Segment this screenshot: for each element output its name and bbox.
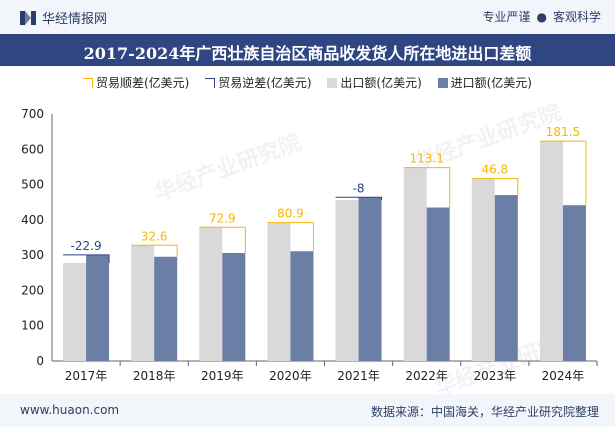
brand-name: 华经情报网	[42, 12, 108, 27]
huajing-logo-icon	[20, 11, 36, 25]
x-tick-label: 2023年	[474, 369, 517, 383]
slogan-left: 专业严谨	[482, 10, 531, 24]
balance-label: 80.9	[277, 207, 304, 221]
export-bar	[199, 227, 223, 361]
y-tick-label: 600	[21, 142, 44, 156]
site-url[interactable]: www.huaon.com	[20, 403, 120, 417]
legend-swatch-import	[437, 77, 448, 88]
legend-item-surplus[interactable]: 贸易顺差(亿美元)	[83, 74, 189, 91]
balance-label: 46.8	[481, 163, 508, 177]
import-bar	[358, 197, 382, 361]
surplus-marker	[403, 167, 451, 208]
legend-item-deficit[interactable]: 贸易逆差(亿美元)	[205, 74, 312, 91]
surplus-marker	[471, 178, 519, 196]
slogan-right: 客观科学	[552, 10, 601, 24]
y-tick-label: 700	[21, 107, 44, 121]
export-bar	[539, 141, 563, 361]
import-bar	[86, 254, 110, 361]
x-tick-label: 2021年	[337, 369, 380, 383]
chart-title: 2017-2024年广西壮族自治区商品收发货人所在地进出口差额	[83, 44, 532, 63]
balance-label: 113.1	[410, 152, 444, 166]
import-bar	[426, 207, 450, 361]
surplus-marker	[267, 222, 314, 252]
y-tick-label: 0	[36, 354, 44, 368]
x-tick-label: 2024年	[542, 369, 585, 383]
export-bar	[63, 262, 87, 361]
title-bar: 2017-2024年广西壮族自治区商品收发货人所在地进出口差额	[0, 34, 615, 66]
export-bar	[335, 200, 359, 361]
export-bar	[403, 167, 427, 361]
surplus-marker	[131, 244, 178, 257]
import-bar	[154, 256, 178, 361]
balance-label: 181.5	[546, 125, 580, 139]
x-tick-label: 2018年	[133, 369, 176, 383]
y-tick-label: 100	[21, 319, 44, 333]
x-tick-label: 2019年	[201, 369, 244, 383]
x-tick-label: 2017年	[65, 369, 108, 383]
footer: www.huaon.com 数据来源：中国海关，华经产业研究院整理	[0, 394, 615, 427]
legend-item-import[interactable]: 进口额(亿美元)	[437, 74, 532, 91]
balance-label: -8	[353, 181, 365, 195]
bullet-icon: ●	[536, 10, 547, 24]
data-source: 数据来源：中国海关，华经产业研究院整理	[370, 405, 599, 419]
import-bar	[562, 205, 586, 361]
legend-swatch-export	[327, 77, 338, 88]
import-bar	[290, 251, 314, 361]
top-bar: 华经情报网 专业严谨 ● 客观科学	[0, 0, 615, 34]
export-bar	[131, 245, 155, 361]
legend-swatch-surplus	[83, 77, 93, 88]
legend: 贸易顺差(亿美元) 贸易逆差(亿美元) 出口额(亿美元) 进口额(亿美元)	[0, 74, 615, 91]
chart: 0 100 200 300 400 500 600 700 -22.9 2017年 32.6 2018…	[21, 107, 598, 383]
deficit-marker	[335, 196, 383, 201]
brand[interactable]: 华经情报网	[20, 8, 107, 27]
x-tick-label: 2020年	[269, 369, 312, 383]
y-tick-label: 400	[21, 213, 44, 227]
balance-label: 32.6	[141, 229, 168, 243]
legend-label-import: 进口额(亿美元)	[450, 76, 532, 90]
slogan: 专业严谨 ● 客观科学	[482, 8, 601, 25]
import-bar	[222, 252, 246, 361]
legend-label-export: 出口额(亿美元)	[340, 76, 422, 90]
y-tick-label: 200	[21, 283, 44, 297]
surplus-marker	[539, 140, 587, 206]
legend-label-deficit: 贸易逆差(亿美元)	[218, 76, 312, 90]
balance-label: -22.9	[71, 239, 102, 253]
x-tick-label: 2022年	[405, 369, 448, 383]
import-bar	[494, 195, 518, 361]
legend-swatch-deficit	[205, 77, 216, 88]
y-tick-label: 500	[21, 178, 44, 192]
surplus-marker	[199, 226, 246, 253]
legend-label-surplus: 贸易顺差(亿美元)	[96, 76, 190, 90]
balance-label: 72.9	[209, 211, 236, 225]
deficit-marker	[63, 254, 110, 263]
export-bar	[267, 222, 291, 361]
legend-item-export[interactable]: 出口额(亿美元)	[327, 74, 422, 91]
y-tick-label: 300	[21, 248, 44, 262]
export-bar	[471, 178, 495, 361]
